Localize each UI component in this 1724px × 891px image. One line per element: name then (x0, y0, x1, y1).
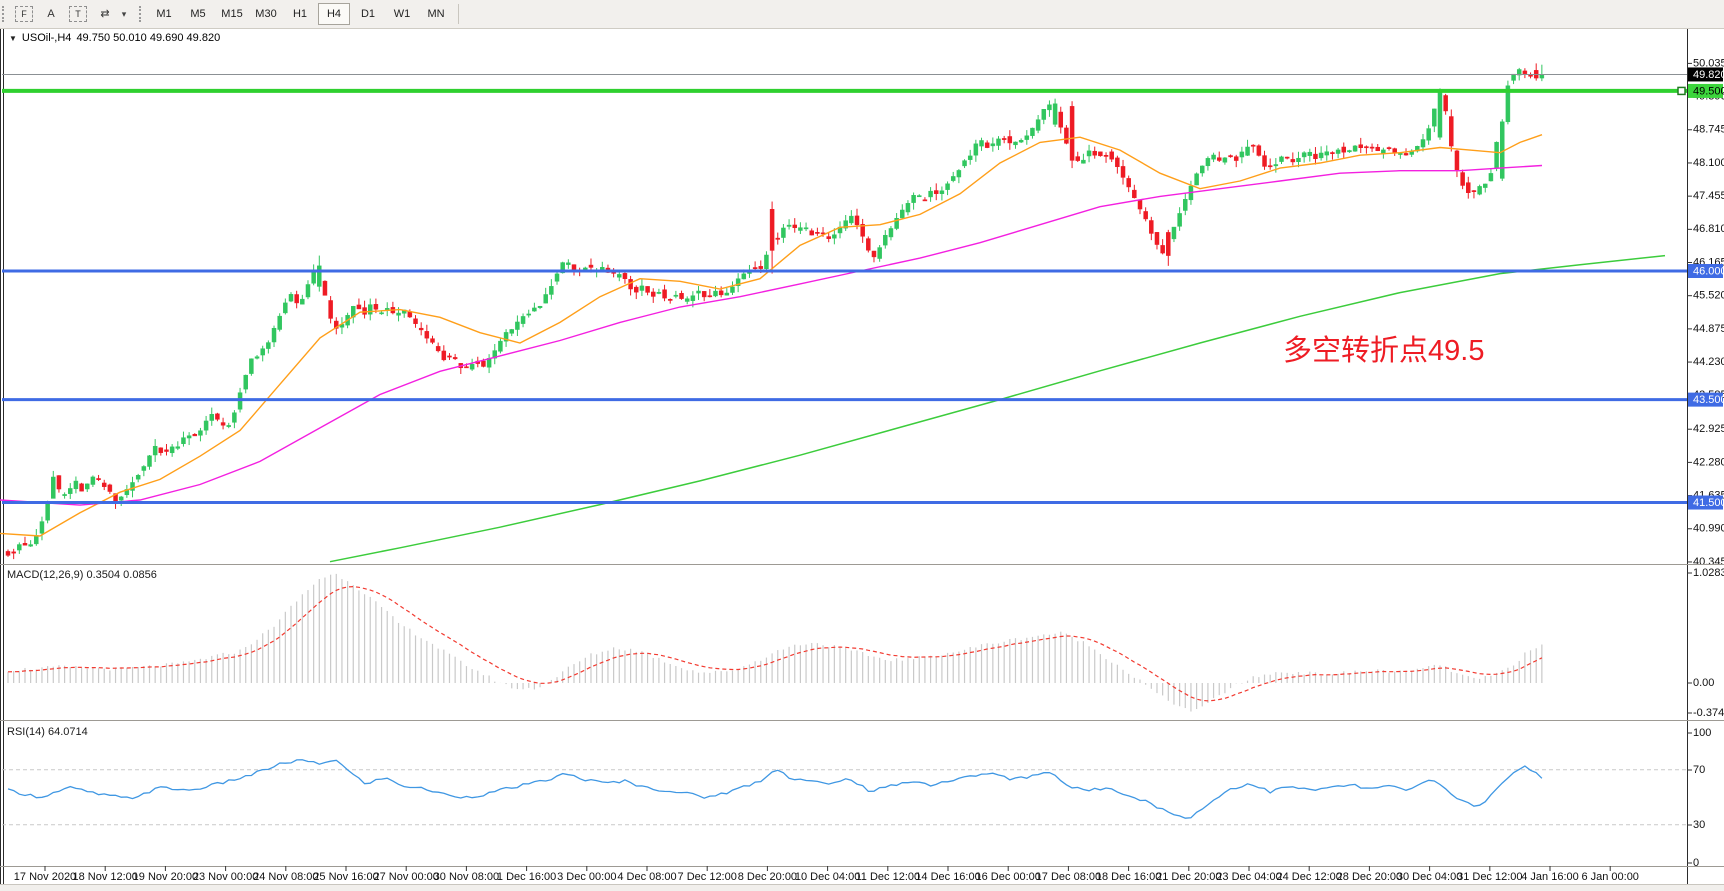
time-tick-label: 30 Dec 04:00 (1397, 871, 1462, 883)
timeframe-drag-handle[interactable] (139, 6, 141, 22)
tf-button-mn[interactable]: MN (427, 8, 445, 20)
time-tick-label: 18 Dec 16:00 (1096, 871, 1161, 883)
bottom-strip (0, 884, 1724, 891)
rsi-line (7, 759, 1543, 819)
rsi-axis-label: 30 (1693, 819, 1705, 831)
rsi-axis-label: 100 (1693, 727, 1711, 739)
text-tool-icon[interactable]: T (69, 6, 87, 23)
rsi-panel-label: RSI(14) 64.0714 (7, 726, 88, 738)
tf-button-m5[interactable]: M5 (190, 8, 206, 20)
level-badge-46.000 (1688, 264, 1723, 278)
time-tick-label: 28 Dec 20:00 (1337, 871, 1402, 883)
shapes-tool-icon[interactable]: ⇄ (100, 8, 110, 21)
tf-button-m30[interactable]: M30 (255, 8, 277, 20)
time-tick-label: 23 Dec 04:00 (1216, 871, 1281, 883)
collapse-arrow-icon[interactable]: ▼ (9, 33, 17, 43)
timeframe-buttons-group: M1 M5 M15 M30 H1 H4 D1 W1 MN (147, 3, 453, 25)
time-tick-label: 25 Nov 16:00 (313, 871, 378, 883)
macd-panel-label: MACD(12,26,9) 0.3504 0.0856 (7, 569, 157, 581)
tf-button-m15[interactable]: M15 (221, 8, 243, 20)
price-tick-label: 42.280 (1693, 456, 1724, 468)
time-tick-label: 16 Dec 00:00 (975, 871, 1040, 883)
time-tick-label: 27 Nov 00:00 (373, 871, 438, 883)
time-tick-label: 8 Dec 20:00 (738, 871, 797, 883)
time-tick-label: 10 Dec 04:00 (795, 871, 860, 883)
price-tick-label: 47.455 (1693, 190, 1724, 202)
drawing-tools-group: F A T ⇄ ▾ (10, 4, 137, 24)
rsi-axis-label: 0 (1693, 857, 1699, 869)
time-tick-label: 30 Nov 08:00 (434, 871, 499, 883)
time-tick-label: 11 Dec 12:00 (855, 871, 920, 883)
toolbar-separator (458, 4, 459, 24)
price-tick-label: 44.875 (1693, 323, 1724, 335)
level-badge-46.000-text: 46.000 (1693, 265, 1724, 277)
time-tick-label: 6 Jan 00:00 (1581, 871, 1639, 883)
candles-layer (5, 63, 1545, 560)
arrow-tool-icon[interactable]: A (47, 8, 55, 21)
tf-button-h4[interactable]: H4 (318, 3, 350, 25)
rsi-panel (2, 759, 1687, 826)
time-tick-label: 19 Nov 20:00 (133, 871, 198, 883)
level-badge-43.500 (1688, 392, 1723, 407)
macd-axis-label: -0.3748 (1693, 707, 1724, 719)
level-badge-49.500 (1688, 83, 1723, 98)
chart-background (0, 28, 1724, 891)
time-tick-label: 23 Nov 00:00 (193, 871, 258, 883)
tf-button-h1[interactable]: H1 (292, 8, 308, 20)
tf-button-d1[interactable]: D1 (360, 8, 376, 20)
level-badge-41.500-text: 41.500 (1693, 497, 1724, 509)
toolbar-drag-handle[interactable] (2, 6, 4, 22)
level-badge-41.500 (1688, 495, 1723, 510)
time-tick-label: 17 Nov 2020 (14, 871, 76, 883)
time-tick-label: 31 Dec 12:00 (1457, 871, 1522, 883)
main-price-panel (0, 63, 1687, 563)
axis-column-bg (1688, 28, 1724, 884)
price-tick-label: 48.745 (1693, 124, 1724, 136)
time-tick-label: 14 Dec 16:00 (915, 871, 980, 883)
time-tick-label: 24 Nov 08:00 (253, 871, 318, 883)
ohlc-values: 49.750 50.010 49.690 49.820 (76, 32, 221, 44)
price-tick-label: 48.100 (1693, 157, 1724, 169)
medium-ma-line (0, 164, 1543, 506)
chart-shift-f-icon[interactable]: F (15, 6, 33, 23)
chart-symbol-title[interactable]: ▼ USOil-,H4 49.750 50.010 49.690 49.820 (9, 32, 220, 44)
time-tick-label: 21 Dec 20:00 (1156, 871, 1221, 883)
macd-panel (7, 573, 1543, 712)
level-badge-43.500-text: 43.500 (1693, 394, 1724, 406)
time-tick-label: 4 Dec 08:00 (617, 871, 676, 883)
hline-marker[interactable] (1677, 86, 1686, 96)
price-tick-label: 40.990 (1693, 523, 1724, 535)
caret-down-icon[interactable]: ▾ (121, 9, 127, 20)
time-tick-label: 7 Dec 12:00 (678, 871, 737, 883)
rsi-axis-label: 70 (1693, 764, 1705, 776)
level-badge-49.500-text: 49.500 (1693, 85, 1724, 97)
price-tick-label: 50.035 (1693, 57, 1724, 69)
price-tick-label: 45.520 (1693, 290, 1724, 302)
toolbar: F A T ⇄ ▾ M1 M5 M15 M30 H1 H4 D1 W1 MN (0, 0, 1724, 29)
time-tick-label: 1 Dec 16:00 (497, 871, 556, 883)
price-tick-label: 44.230 (1693, 356, 1724, 368)
symbol-label: USOil-,H4 (21, 32, 72, 44)
tf-button-m1[interactable]: M1 (156, 8, 172, 20)
tf-button-w1[interactable]: W1 (393, 8, 411, 20)
time-tick-label: 3 Dec 00:00 (557, 871, 616, 883)
macd-axis-label: 1.0283 (1693, 567, 1724, 579)
time-tick-label: 4 Jan 16:00 (1521, 871, 1579, 883)
macd-signal-line (7, 585, 1543, 702)
time-tick-label: 17 Dec 08:00 (1036, 871, 1101, 883)
price-axis: 50.03549.39048.74548.10047.45546.81046.1… (1687, 28, 1724, 884)
current-price-badge-text: 49.820 (1693, 69, 1724, 81)
price-tick-label: 42.925 (1693, 423, 1724, 435)
time-tick-label: 18 Nov 12:00 (72, 871, 137, 883)
macd-axis-label: 0.00 (1693, 677, 1714, 689)
time-tick-label: 24 Dec 12:00 (1276, 871, 1341, 883)
price-tick-label: 46.810 (1693, 223, 1724, 235)
current-price-badge (1688, 67, 1723, 82)
